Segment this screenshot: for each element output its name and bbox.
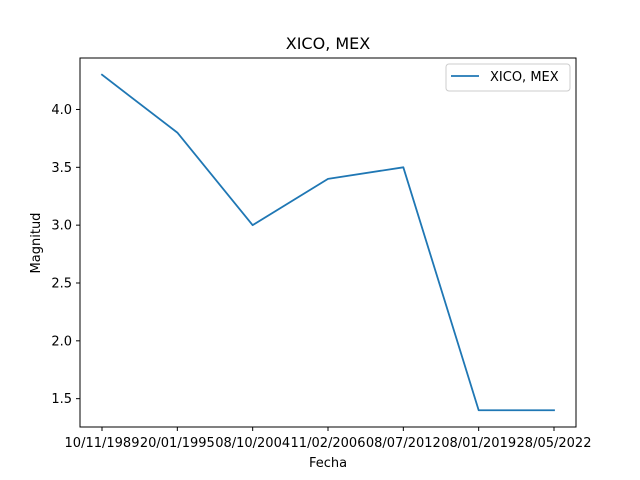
plot-frame <box>79 57 577 428</box>
y-tick-label: 1.5 <box>51 392 72 407</box>
x-tick-label: 08/07/2012 <box>366 436 441 451</box>
y-tick-label: 2.5 <box>51 276 72 291</box>
y-tick-label: 3.5 <box>51 161 72 176</box>
x-tick-label: 11/02/2006 <box>291 436 366 451</box>
y-tick-label: 4.0 <box>51 103 72 118</box>
series-line <box>100 73 555 412</box>
x-tick-label: 10/11/1989 <box>65 436 140 451</box>
legend: XICO, MEX <box>445 63 571 92</box>
x-axis-title: Fecha <box>309 456 347 471</box>
x-tick-label: 28/05/2022 <box>517 436 592 451</box>
x-tick-label: 08/10/2004 <box>215 436 290 451</box>
x-axis-ticks: 10/11/1989 20/01/1995 08/10/2004 11/02/2006… <box>65 427 592 451</box>
x-tick-label: 08/01/2019 <box>441 436 516 451</box>
chart-title: XICO, MEX <box>286 34 371 53</box>
y-tick-label: 2.0 <box>51 334 72 349</box>
y-axis-ticks: 1.5 2.0 2.5 3.0 3.5 4.0 <box>51 103 80 407</box>
legend-label: XICO, MEX <box>490 70 559 85</box>
x-tick-label: 20/01/1995 <box>140 436 215 451</box>
legend-box <box>445 63 571 92</box>
y-axis-title: Magnitud <box>29 213 44 274</box>
y-tick-label: 3.0 <box>51 219 72 234</box>
